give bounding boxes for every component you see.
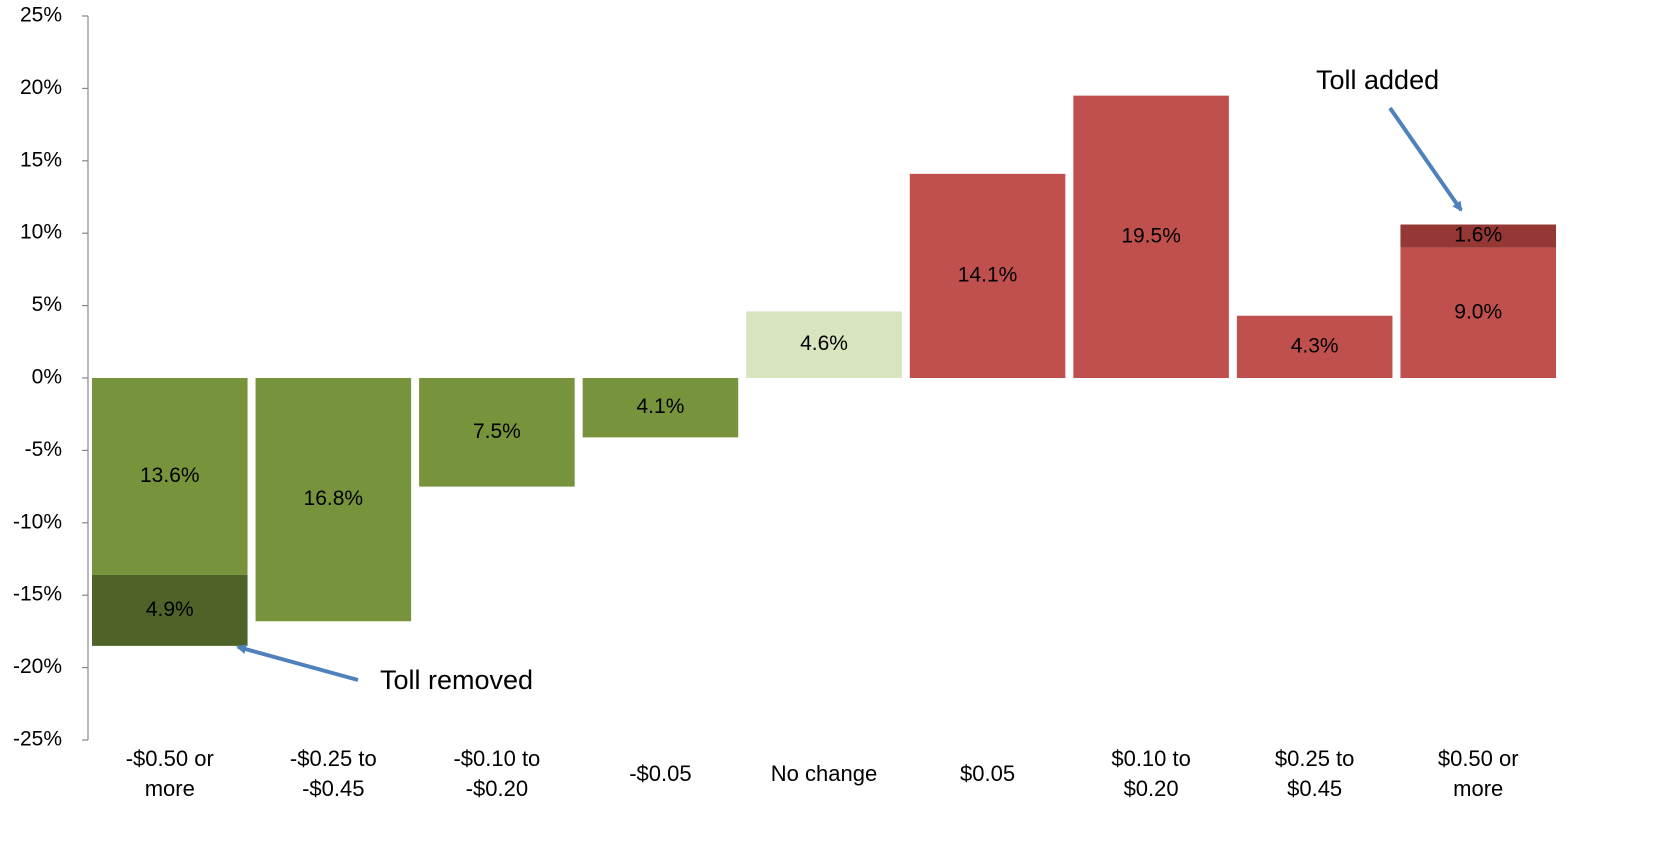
annotation: Toll added (1316, 65, 1439, 95)
bar-segment (92, 378, 248, 575)
y-tick-label: 15% (20, 148, 62, 171)
data-label: 13.6% (140, 464, 200, 487)
bar-segment (92, 574, 248, 646)
y-tick-label: 0% (32, 366, 62, 389)
annotation: Toll removed (380, 665, 533, 695)
data-label: 4.6% (800, 332, 848, 355)
y-tick-label: -15% (13, 583, 62, 606)
data-label: 16.8% (304, 487, 364, 510)
y-tick-label: -20% (13, 655, 62, 678)
data-label: 4.3% (1291, 334, 1339, 357)
data-label: 1.6% (1454, 224, 1502, 247)
x-tick-label: $0.05 (960, 761, 1016, 786)
data-label: 14.1% (958, 263, 1018, 286)
y-tick-label: -5% (25, 438, 62, 461)
bar-segment (1236, 315, 1393, 378)
x-tick-label: -$0.05 (629, 761, 692, 786)
bar-segment (255, 378, 412, 622)
x-tick-label: -$0.50 or more (125, 746, 214, 801)
annotation-arrow (236, 644, 359, 682)
x-tick-label: $0.25 to $0.45 (1274, 746, 1355, 801)
annotation-arrow (1388, 106, 1463, 212)
x-tick-label: $0.50 or more (1437, 746, 1519, 801)
bar-segment (582, 378, 739, 438)
x-tick-label: -$0.25 to -$0.45 (289, 746, 377, 801)
bar-segment (1400, 247, 1556, 378)
y-tick-label: 25% (20, 4, 62, 27)
bar-segment (746, 311, 902, 378)
y-tick-label: -10% (13, 510, 62, 533)
data-label: 7.5% (473, 420, 521, 443)
bar-segment (1400, 224, 1556, 248)
x-tick-label: No change (770, 761, 878, 786)
x-tick-label: -$0.10 to -$0.20 (453, 746, 541, 801)
y-tick-label: -25% (13, 728, 62, 751)
data-label: 4.9% (146, 598, 194, 621)
data-label: 19.5% (1121, 224, 1181, 247)
bar-segment (1073, 95, 1229, 378)
y-tick-label: 20% (20, 76, 62, 99)
bars (92, 95, 1556, 646)
data-label: 9.0% (1454, 300, 1502, 323)
data-label: 4.1% (637, 395, 685, 418)
bar-segment (909, 173, 1066, 378)
x-tick-label: $0.10 to $0.20 (1111, 746, 1191, 801)
y-tick-label: 10% (20, 221, 62, 244)
y-tick-label: 5% (32, 293, 62, 316)
bar-segment (419, 378, 575, 487)
